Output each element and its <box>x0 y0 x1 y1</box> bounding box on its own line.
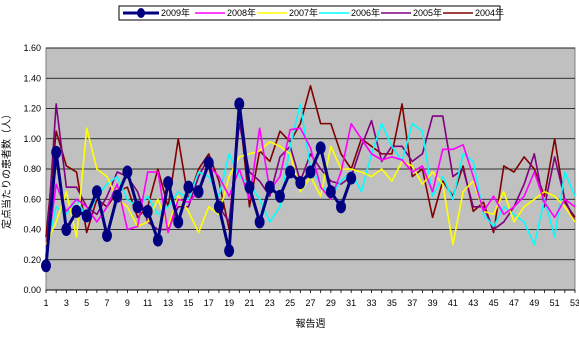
data-point <box>142 204 153 218</box>
data-point <box>183 180 194 194</box>
x-tick-label: 31 <box>346 298 356 308</box>
y-tick-label: 0.20 <box>23 255 41 265</box>
data-point <box>71 204 82 218</box>
x-tick-label: 11 <box>143 298 152 308</box>
data-point <box>81 209 92 223</box>
x-tick-label: 17 <box>204 298 214 308</box>
x-tick-label: 35 <box>387 298 397 308</box>
y-tick-label: 0.00 <box>23 285 41 295</box>
data-point <box>193 185 204 199</box>
data-point <box>122 165 133 179</box>
x-axis-ticks: 1 3 5 7 9 11 13 15 17 19 21 23 25 27 29 31 33 35 37 39 41 43 4… <box>43 289 579 308</box>
data-point <box>285 165 296 179</box>
data-point <box>51 145 62 159</box>
x-tick-label: 13 <box>163 298 173 308</box>
x-tick-label: 53 <box>570 298 579 308</box>
y-tick-label: 0.80 <box>23 164 41 174</box>
y-tick-label: 1.00 <box>23 134 41 144</box>
data-point <box>346 171 357 185</box>
x-tick-label: 15 <box>183 298 193 308</box>
y-tick-label: 0.60 <box>23 194 41 204</box>
data-point <box>152 233 163 247</box>
x-tick-label: 43 <box>468 298 478 308</box>
x-tick-label: 37 <box>407 298 417 308</box>
legend-label: 2004年 <box>475 7 504 18</box>
legend-label: 2009年 <box>161 7 190 18</box>
data-point <box>274 189 285 203</box>
legend-label: 2005年 <box>413 7 442 18</box>
x-tick-label: 23 <box>265 298 275 308</box>
data-point <box>61 223 72 236</box>
x-tick-label: 47 <box>509 298 519 308</box>
data-point <box>112 189 123 203</box>
data-point <box>163 176 174 190</box>
legend-label: 2008年 <box>227 7 256 18</box>
x-tick-label: 25 <box>285 298 295 308</box>
data-point <box>295 176 306 190</box>
y-axis-ticks: 0.00 0.20 0.40 0.60 0.80 1.00 1.20 1.40 1.60 <box>23 43 41 295</box>
data-point <box>91 185 102 199</box>
legend-label: 2007年 <box>289 7 318 18</box>
y-tick-label: 1.20 <box>23 104 41 114</box>
x-tick-label: 39 <box>428 298 438 308</box>
legend-label: 2006年 <box>351 7 380 18</box>
y-axis-title: 定点当たりの患者数（人） <box>0 109 13 229</box>
data-point <box>102 229 113 243</box>
series-line-2005年 <box>45 103 576 257</box>
data-point <box>254 215 265 229</box>
x-tick-label: 7 <box>105 298 110 308</box>
data-point <box>213 200 224 214</box>
series-group <box>41 85 576 273</box>
data-point <box>336 200 347 214</box>
data-point <box>224 244 235 258</box>
data-point <box>264 180 275 194</box>
x-tick-label: 41 <box>448 298 458 308</box>
x-tick-label: 27 <box>305 298 315 308</box>
data-point <box>315 141 326 155</box>
x-tick-label: 45 <box>489 298 499 308</box>
data-point <box>325 185 336 199</box>
x-tick-label: 1 <box>43 298 48 308</box>
x-axis-title: 報告週 <box>296 317 326 330</box>
data-point <box>305 165 316 179</box>
y-tick-label: 1.40 <box>23 73 41 83</box>
x-tick-label: 29 <box>326 298 336 308</box>
x-tick-label: 3 <box>64 298 69 308</box>
x-tick-label: 49 <box>529 298 539 308</box>
legend: 2009年 2008年 2007年 2006年 2005年 2004年 <box>118 5 504 21</box>
y-tick-label: 1.60 <box>23 43 41 53</box>
data-point <box>234 97 245 111</box>
x-tick-label: 51 <box>550 298 560 308</box>
x-tick-label: 5 <box>84 298 89 308</box>
data-point <box>203 156 214 170</box>
series-line-2008年 <box>45 122 576 260</box>
x-tick-label: 19 <box>224 298 234 308</box>
legend-marker <box>137 8 145 18</box>
data-point <box>132 200 143 214</box>
data-point <box>41 259 51 273</box>
y-tick-label: 0.40 <box>23 225 41 235</box>
x-tick-label: 9 <box>125 298 130 308</box>
x-tick-label: 21 <box>244 298 254 308</box>
data-point <box>173 215 184 229</box>
data-point <box>244 180 255 194</box>
legend-box <box>118 5 501 21</box>
x-tick-label: 33 <box>367 298 377 308</box>
